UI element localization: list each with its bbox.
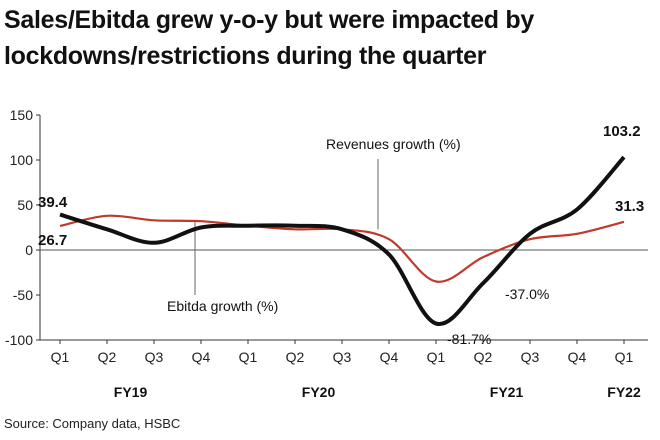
fiscal-year-label: FY22 <box>607 384 641 400</box>
annotation-leaders <box>194 159 379 295</box>
x-tick-label: Q4 <box>568 349 587 365</box>
y-axis: 150 100 50 0 -50 -100 <box>5 107 648 348</box>
ebitda-end-label: 103.2 <box>603 123 641 140</box>
x-tick-label: Q4 <box>192 349 211 365</box>
y-tick-label: 150 <box>10 107 34 123</box>
ebitda-start-label: 39.4 <box>38 194 68 211</box>
y-tick-label: -100 <box>5 332 33 348</box>
source-note: Source: Company data, HSBC <box>4 416 181 431</box>
x-tick-label: Q4 <box>380 349 399 365</box>
x-tick-label: Q1 <box>427 349 446 365</box>
x-tick-label: Q3 <box>333 349 352 365</box>
x-tick-label: Q1 <box>239 349 258 365</box>
fiscal-year-label: FY19 <box>114 384 148 400</box>
chart-title: Sales/Ebitda grew y-o-y but were impacte… <box>4 6 535 70</box>
ebitda-series-label: Ebitda growth (%) <box>167 298 278 314</box>
annotations: 39.4 26.7 103.2 31.3 -81.7% -37.0% Revenues gr… <box>38 123 644 347</box>
x-tick-label: Q1 <box>615 349 634 365</box>
fiscal-year-label: FY20 <box>302 384 336 400</box>
x-tick-label: Q1 <box>51 349 70 365</box>
x-tick-label: Q3 <box>145 349 164 365</box>
y-tick-label: 100 <box>10 152 34 168</box>
ebitda-q2fy21-label: -37.0% <box>505 286 549 302</box>
revenues-growth-line <box>59 214 625 283</box>
x-tick-label: Q2 <box>286 349 305 365</box>
fiscal-year-label: FY21 <box>490 384 524 400</box>
x-tick-label: Q2 <box>98 349 117 365</box>
y-tick-label: 50 <box>17 197 33 213</box>
ebitda-growth-line <box>59 155 626 326</box>
x-tick-label: Q3 <box>521 349 540 365</box>
x-axis: Q1 Q2 Q3 Q4 Q1 Q2 Q3 Q4 Q1 Q2 Q3 Q4 Q1 FY19 FY20 FY21 FY… <box>40 339 648 400</box>
y-tick-label: 0 <box>25 242 33 258</box>
revenue-start-label: 26.7 <box>38 232 67 249</box>
y-tick-label: -50 <box>13 287 33 303</box>
revenue-end-label: 31.3 <box>615 198 644 215</box>
ebitda-min-label: -81.7% <box>447 331 491 347</box>
x-tick-label: Q2 <box>474 349 493 365</box>
revenues-series-label: Revenues growth (%) <box>326 136 461 152</box>
series-lines <box>59 155 626 326</box>
